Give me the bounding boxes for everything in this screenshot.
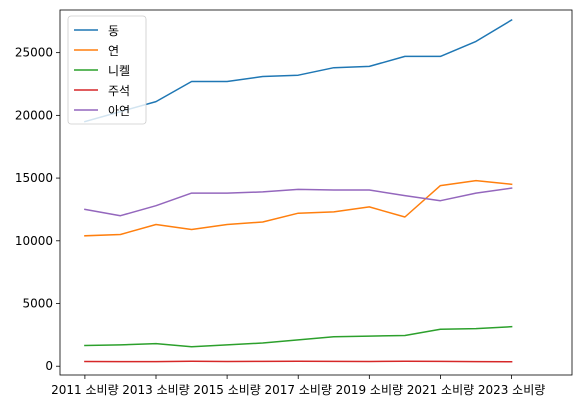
series-line-2	[84, 325, 513, 348]
y-tick-label: 5000	[22, 297, 53, 311]
x-tick-label: 2011 소비량	[51, 383, 118, 397]
y-tick-label: 10000	[15, 234, 53, 248]
x-tick-label: 2021 소비량	[407, 383, 474, 397]
axes-frame	[59, 9, 573, 376]
series-layer	[83, 18, 513, 363]
series-line-1	[84, 179, 513, 237]
series-line-0	[83, 18, 513, 123]
legend-box	[67, 15, 147, 125]
y-tick-label: 0	[45, 359, 53, 373]
x-tick-label: 2017 소비량	[264, 383, 331, 397]
y-axis: 0 5000 10000 15000 20000 25000	[15, 46, 60, 373]
series-line-4	[84, 187, 513, 217]
legend-label: 주석	[108, 84, 130, 98]
x-tick-label: 2023 소비량	[478, 383, 545, 397]
y-tick-label: 15000	[15, 171, 53, 185]
x-axis: 2011 소비량 2013 소비량 2015 소비량 2017 소비량 2019 소비량…	[51, 375, 545, 397]
y-tick-label: 25000	[15, 46, 53, 60]
legend-label: 연	[108, 44, 119, 58]
legend-label: 니켈	[108, 64, 130, 78]
series-line-3	[84, 360, 513, 363]
x-tick-label: 2015 소비량	[193, 383, 260, 397]
legend-label: 동	[108, 24, 119, 38]
y-tick-label: 20000	[15, 108, 53, 122]
x-tick-label: 2019 소비량	[336, 383, 403, 397]
legend-label: 아연	[108, 104, 130, 118]
x-tick-label: 2013 소비량	[122, 383, 189, 397]
